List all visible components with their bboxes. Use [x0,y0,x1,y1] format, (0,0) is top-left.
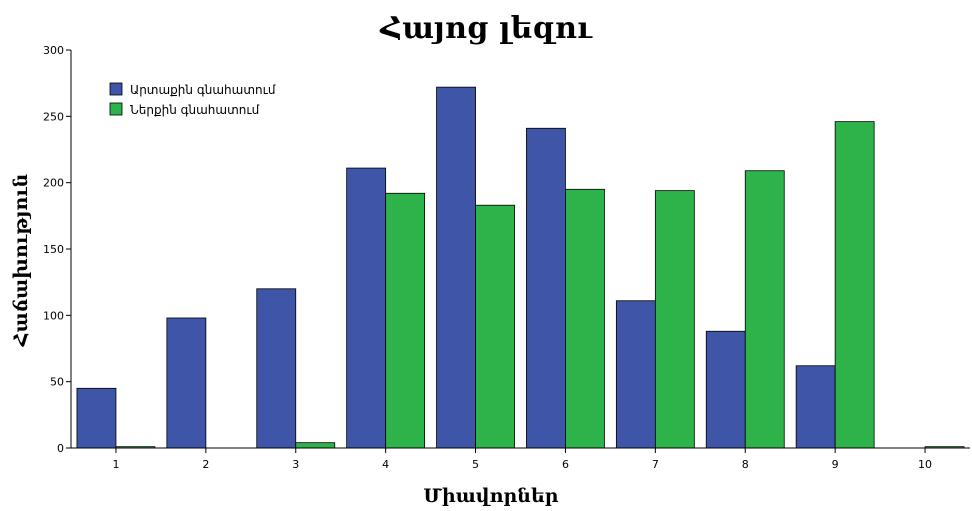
bar-external-3 [256,288,297,449]
legend-label-internal: Ներքին գնահատում [130,103,260,117]
x-axis-title: Միավորներ [423,485,558,507]
axes-layer: 0 50 100 150 200 250 300 1 2 3 4 5 6 7 8 9 10 [43,44,970,471]
y-tick-label: 100 [43,309,64,322]
bar-internal-4 [385,192,426,449]
legend-swatch-external [109,82,123,96]
bar-external-7 [615,300,656,449]
bars-layer [76,86,965,449]
y-tick-label: 200 [43,177,64,190]
bar-internal-6 [565,188,605,449]
bar-external-2 [166,317,207,449]
legend: Արտաքին գնահատում Ներքին գնահատում [109,82,276,117]
x-tick-label: 7 [652,458,659,471]
bar-external-1 [76,387,117,449]
y-axis-title: Հաճախություն [10,174,32,348]
bar-external-6 [526,127,566,449]
x-tick-label: 3 [292,458,299,471]
x-tick-label: 5 [472,458,479,471]
y-tick-label: 150 [43,243,64,256]
bar-internal-8 [744,170,785,449]
legend-swatch-internal [109,102,123,116]
x-tick-label: 4 [382,458,389,471]
bar-external-5 [436,86,476,449]
chart-title: Հայոց լեզու [379,11,593,46]
y-tick-label: 50 [50,376,64,389]
y-tick-label: 0 [57,442,64,455]
bar-internal-7 [654,190,695,449]
x-tick-label: 10 [918,458,932,471]
bar-external-8 [705,330,746,449]
legend-label-external: Արտաքին գնահատում [130,83,276,97]
bar-internal-9 [834,121,875,449]
y-tick-label: 300 [43,44,64,57]
bar-internal-5 [475,204,515,449]
x-tick-label: 1 [112,458,119,471]
x-tick-label: 8 [742,458,749,471]
bar-external-9 [795,365,836,449]
bar-internal-3 [295,442,336,449]
bar-external-4 [346,167,387,449]
x-tick-label: 6 [562,458,569,471]
x-tick-label: 9 [832,458,839,471]
y-tick-label: 250 [43,110,64,123]
x-tick-label: 2 [202,458,209,471]
